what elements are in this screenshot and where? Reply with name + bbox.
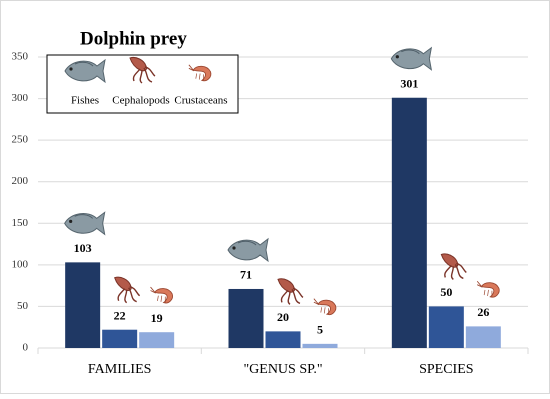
value-label: 19 — [151, 311, 163, 325]
prey-icon — [150, 286, 173, 304]
bar — [465, 326, 501, 348]
value-label: 71 — [240, 268, 252, 282]
x-tick-label: FAMILIES — [88, 362, 152, 377]
value-label: 26 — [477, 305, 489, 319]
x-tick-label: SPECIES — [419, 362, 473, 377]
legend-items: Fishes Cephalopods Crustaceans — [64, 56, 228, 107]
y-tick-label: 50 — [17, 300, 29, 312]
y-tick-label: 100 — [12, 258, 29, 270]
prey-icon — [440, 253, 468, 281]
value-label: 20 — [277, 310, 289, 324]
y-tick-label: 0 — [23, 342, 29, 354]
prey-icon — [390, 47, 432, 71]
bar — [102, 329, 138, 348]
legend-label: Cephalopods — [112, 95, 169, 107]
bar — [428, 306, 464, 348]
value-label: 103 — [74, 241, 92, 255]
chart-title: Dolphin prey — [80, 28, 187, 49]
y-tick-label: 150 — [12, 217, 29, 229]
plot-area: 0 50 100 150 200 250 300 350 FAMILIES 103 22 19 "GEN… — [12, 47, 529, 377]
y-tick-label: 350 — [12, 51, 29, 63]
value-label: 22 — [114, 308, 126, 322]
bar — [228, 288, 264, 348]
prey-icon — [64, 211, 106, 235]
bar — [391, 97, 427, 349]
y-tick-label: 250 — [12, 134, 29, 146]
prey-icon — [476, 280, 500, 298]
value-label: 50 — [440, 285, 452, 299]
x-tick-label: "GENUS SP." — [243, 362, 322, 377]
value-label: 301 — [400, 76, 418, 90]
bar — [139, 332, 175, 348]
legend-label: Crustaceans — [174, 95, 227, 107]
prey-icon — [227, 238, 269, 262]
y-tick-label: 200 — [12, 175, 29, 187]
y-tick-label: 300 — [12, 92, 29, 104]
bar — [302, 343, 338, 348]
value-label: 5 — [317, 323, 323, 337]
bar — [65, 262, 101, 348]
prey-icon — [113, 276, 141, 304]
legend-label: Fishes — [71, 95, 99, 107]
prey-icon — [277, 278, 304, 306]
bar — [265, 331, 301, 348]
